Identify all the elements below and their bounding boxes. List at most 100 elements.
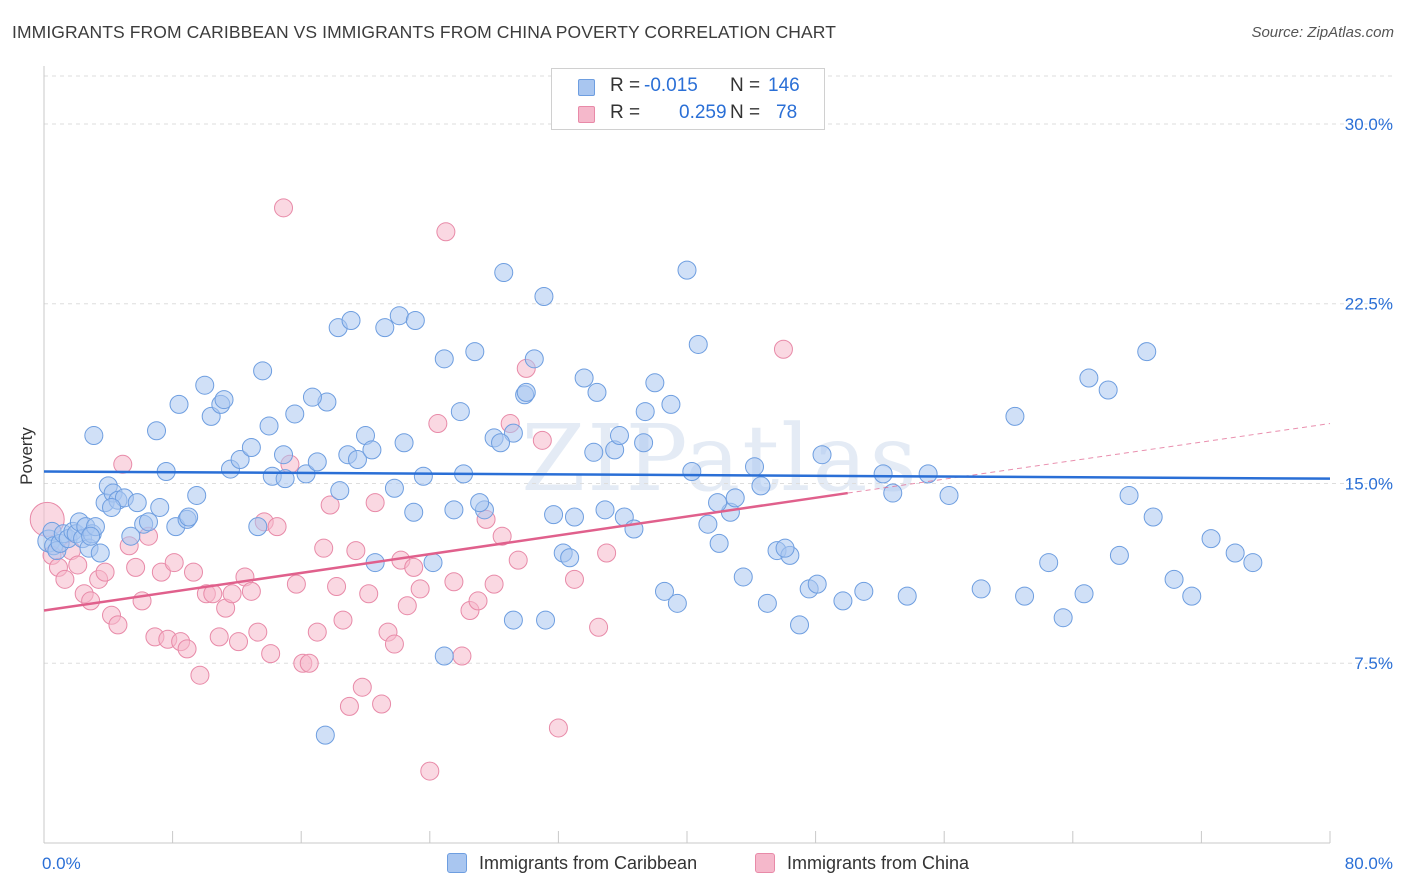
caribbean-point [248, 517, 268, 537]
caribbean-point [214, 390, 234, 410]
caribbean-point [1164, 569, 1184, 589]
caribbean-point [1119, 485, 1139, 505]
china-point [564, 569, 584, 589]
caribbean-point [1098, 380, 1118, 400]
caribbean-point [315, 725, 335, 745]
china-trend-extension [847, 423, 1331, 494]
caribbean-point [102, 497, 122, 517]
caribbean-trend-line [43, 470, 1331, 480]
caribbean-point [503, 423, 523, 443]
n-value: 78 [776, 102, 798, 123]
chart-title: IMMIGRANTS FROM CARIBBEAN VS IMMIGRANTS … [12, 22, 837, 42]
caribbean-legend-swatch [447, 853, 467, 873]
caribbean-point [854, 581, 874, 601]
caribbean-point [667, 593, 687, 613]
caribbean-point [307, 452, 327, 472]
caribbean-point [682, 461, 702, 481]
caribbean-point [1015, 586, 1035, 606]
caribbean-point [330, 481, 350, 501]
caribbean-point [84, 426, 104, 446]
caribbean-point [1201, 529, 1221, 549]
caribbean-point [516, 382, 536, 402]
stats-legend: R = -0.015 N = 146 R = 0.259 N = 78 [551, 68, 825, 130]
caribbean-point [503, 610, 523, 630]
caribbean-point [1074, 584, 1094, 604]
china-point [177, 639, 197, 659]
caribbean-point [253, 361, 273, 381]
caribbean-point [1182, 586, 1202, 606]
china-point [190, 665, 210, 685]
china-point [183, 562, 203, 582]
caribbean-point [241, 438, 261, 458]
caribbean-point [1039, 553, 1059, 573]
caribbean-point [404, 502, 424, 522]
caribbean-point [733, 567, 753, 587]
caribbean-swatch [578, 79, 595, 96]
caribbean-point [389, 306, 409, 326]
caribbean-point [187, 485, 207, 505]
caribbean-point [1137, 342, 1157, 362]
caribbean-point [394, 433, 414, 453]
r-label: R = [610, 102, 641, 123]
china-point [68, 555, 88, 575]
china-point [108, 615, 128, 635]
caribbean-point [494, 263, 514, 283]
china-point [532, 430, 552, 450]
caribbean-point [341, 310, 361, 330]
china-point [314, 538, 334, 558]
n-label: N = [730, 75, 761, 96]
caribbean-point [609, 426, 629, 446]
china-point [484, 574, 504, 594]
caribbean-point [150, 497, 170, 517]
caribbean-point [574, 368, 594, 388]
caribbean-point [434, 349, 454, 369]
x-tick-label: 80.0% [1345, 854, 1393, 873]
caribbean-point [587, 382, 607, 402]
caribbean-point [688, 334, 708, 354]
caribbean-point [375, 318, 395, 338]
china-point [359, 584, 379, 604]
caribbean-point [595, 500, 615, 520]
legend-label: Immigrants from Caribbean [479, 853, 698, 873]
caribbean-point [873, 464, 893, 484]
china-swatch [578, 106, 595, 123]
caribbean-point [1053, 608, 1073, 628]
caribbean-point [725, 488, 745, 508]
china-point [548, 718, 568, 738]
caribbean-point [259, 416, 279, 436]
china-point [397, 596, 417, 616]
china-point [320, 495, 340, 515]
china-point [333, 610, 353, 630]
caribbean-point [384, 478, 404, 498]
caribbean-point [127, 493, 147, 513]
caribbean-point [654, 581, 674, 601]
caribbean-point [918, 464, 938, 484]
china-point [164, 553, 184, 573]
r-value: 0.259 [679, 102, 727, 123]
caribbean-point [677, 260, 697, 280]
caribbean-point [1079, 368, 1099, 388]
caribbean-point [450, 402, 470, 422]
caribbean-point [121, 526, 141, 546]
n-label: N = [730, 102, 761, 123]
china-point [428, 414, 448, 434]
china-point [492, 526, 512, 546]
china-point [597, 543, 617, 563]
caribbean-point [347, 450, 367, 469]
caribbean-point [971, 579, 991, 599]
caribbean-point [1225, 543, 1245, 563]
china-point [436, 222, 456, 242]
china-point [339, 696, 359, 716]
caribbean-point [138, 512, 158, 532]
y-tick-label: 7.5% [1354, 654, 1393, 673]
china-point [773, 339, 793, 359]
china-point [508, 550, 528, 570]
caribbean-point [534, 287, 554, 307]
caribbean-point [444, 500, 464, 520]
caribbean-point [302, 387, 322, 407]
caribbean-point [90, 543, 110, 563]
caribbean-point [564, 507, 584, 527]
caribbean-point [645, 373, 665, 393]
china-point [81, 591, 101, 611]
n-value: 146 [768, 75, 800, 96]
